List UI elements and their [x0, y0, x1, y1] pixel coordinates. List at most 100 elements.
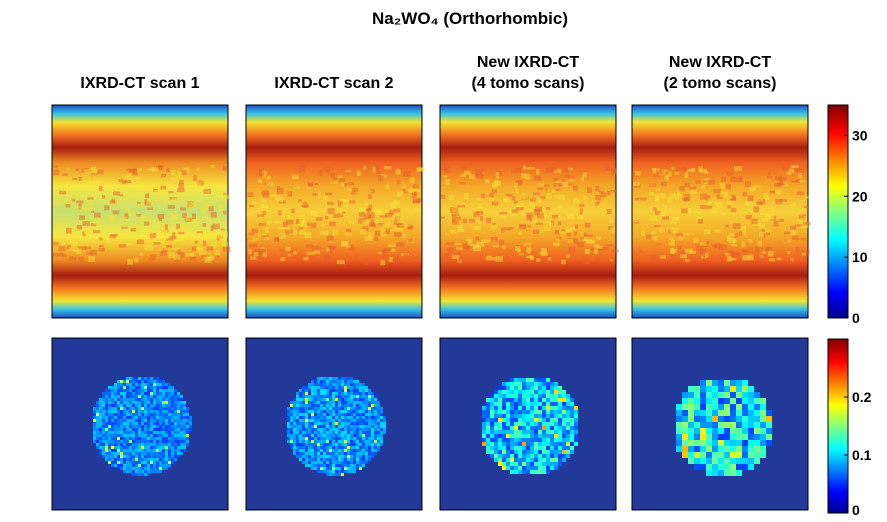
- reconstruction-pixel: [514, 406, 518, 410]
- reconstruction-pixel: [365, 443, 368, 446]
- reconstruction-pixel: [117, 431, 120, 434]
- reconstruction-pixel: [562, 418, 566, 422]
- reconstruction-pixel: [341, 473, 344, 476]
- reconstruction-pixel: [165, 464, 168, 467]
- reconstruction-pixel: [314, 464, 317, 467]
- reconstruction-pixel: [99, 425, 102, 428]
- reconstruction-pixel: [165, 410, 168, 413]
- reconstruction-pixel: [102, 392, 105, 395]
- reconstruction-pixel: [350, 425, 353, 428]
- sinogram-texture: [738, 231, 743, 237]
- sinogram-texture: [340, 198, 348, 203]
- sinogram-texture: [551, 167, 558, 172]
- reconstruction-pixel: [526, 458, 530, 462]
- reconstruction-pixel: [93, 425, 96, 428]
- reconstruction-pixel: [120, 419, 123, 422]
- reconstruction-pixel: [317, 386, 320, 389]
- sinogram-texture: [543, 226, 551, 232]
- reconstruction-pixel: [562, 402, 566, 406]
- sinogram-texture: [726, 255, 732, 262]
- reconstruction-pixel: [320, 401, 323, 404]
- reconstruction-pixel: [518, 450, 522, 454]
- reconstruction-pixel: [320, 464, 323, 467]
- sinogram-texture: [339, 177, 345, 183]
- reconstruction-pixel: [688, 416, 694, 422]
- reconstruction-pixel: [168, 410, 171, 413]
- reconstruction-pixel: [748, 446, 754, 452]
- reconstruction-pixel: [135, 464, 138, 467]
- sinogram-texture: [118, 231, 125, 238]
- reconstruction-pixel: [356, 413, 359, 416]
- sinogram-texture: [662, 211, 669, 215]
- reconstruction-pixel: [518, 430, 522, 434]
- reconstruction-pixel: [147, 428, 150, 431]
- sinogram-texture: [65, 204, 71, 208]
- reconstruction-pixel: [159, 410, 162, 413]
- reconstruction-pixel: [760, 452, 766, 458]
- sinogram-texture: [649, 183, 657, 188]
- sinogram-texture: [531, 218, 537, 224]
- reconstruction-pixel: [165, 383, 168, 386]
- sinogram-texture: [191, 247, 196, 252]
- reconstruction-pixel: [168, 395, 171, 398]
- reconstruction-pixel: [341, 470, 344, 473]
- reconstruction-pixel: [350, 395, 353, 398]
- reconstruction-pixel: [510, 418, 514, 422]
- reconstruction-pixel: [177, 410, 180, 413]
- reconstruction-pixel: [546, 466, 550, 470]
- reconstruction-pixel: [317, 458, 320, 461]
- reconstruction-pixel: [317, 410, 320, 413]
- reconstruction-pixel: [117, 428, 120, 431]
- reconstruction-pixel: [114, 446, 117, 449]
- reconstruction-pixel: [311, 464, 314, 467]
- sinogram-texture: [193, 175, 197, 182]
- reconstruction-pixel: [706, 446, 712, 452]
- sinogram-texture: [749, 186, 756, 192]
- reconstruction-pixel: [141, 386, 144, 389]
- reconstruction-pixel: [356, 467, 359, 470]
- reconstruction-pixel: [344, 428, 347, 431]
- reconstruction-pixel: [314, 416, 317, 419]
- reconstruction-pixel: [502, 454, 506, 458]
- colorbar: [827, 104, 849, 319]
- reconstruction-pixel: [138, 407, 141, 410]
- reconstruction-pixel: [554, 406, 558, 410]
- sinogram-texture: [151, 167, 159, 172]
- reconstruction-pixel: [558, 402, 562, 406]
- reconstruction-pixel: [347, 470, 350, 473]
- sinogram-texture: [133, 258, 139, 263]
- reconstruction-pixel: [308, 392, 311, 395]
- reconstruction-pixel: [320, 398, 323, 401]
- reconstruction-pixel: [126, 395, 129, 398]
- reconstruction-pixel: [353, 407, 356, 410]
- reconstruction-pixel: [153, 416, 156, 419]
- reconstruction-pixel: [162, 422, 165, 425]
- sinogram-texture: [347, 182, 355, 186]
- reconstruction-pixel: [111, 446, 114, 449]
- reconstruction-pixel: [371, 437, 374, 440]
- reconstruction-pixel: [554, 386, 558, 390]
- sinogram-texture: [134, 177, 140, 180]
- sinogram-texture: [183, 167, 190, 173]
- reconstruction-pixel: [141, 401, 144, 404]
- sinogram-texture: [530, 198, 537, 202]
- reconstruction-pixel: [694, 440, 700, 446]
- reconstruction-pixel: [518, 438, 522, 442]
- sinogram-texture: [774, 175, 783, 180]
- sinogram-texture: [572, 185, 578, 191]
- reconstruction-pixel: [490, 402, 494, 406]
- reconstruction-pixel: [162, 446, 165, 449]
- reconstruction-pixel: [353, 404, 356, 407]
- reconstruction-pixel: [510, 398, 514, 402]
- sinogram-texture: [111, 198, 116, 204]
- reconstruction-pixel: [534, 442, 538, 446]
- reconstruction-pixel: [341, 413, 344, 416]
- sinogram-texture: [553, 169, 562, 173]
- reconstruction-pixel: [320, 452, 323, 455]
- reconstruction-pixel: [138, 401, 141, 404]
- reconstruction-pixel: [338, 407, 341, 410]
- reconstruction-pixel: [159, 452, 162, 455]
- reconstruction-pixel: [111, 425, 114, 428]
- reconstruction-pixel: [344, 383, 347, 386]
- reconstruction-pixel: [341, 419, 344, 422]
